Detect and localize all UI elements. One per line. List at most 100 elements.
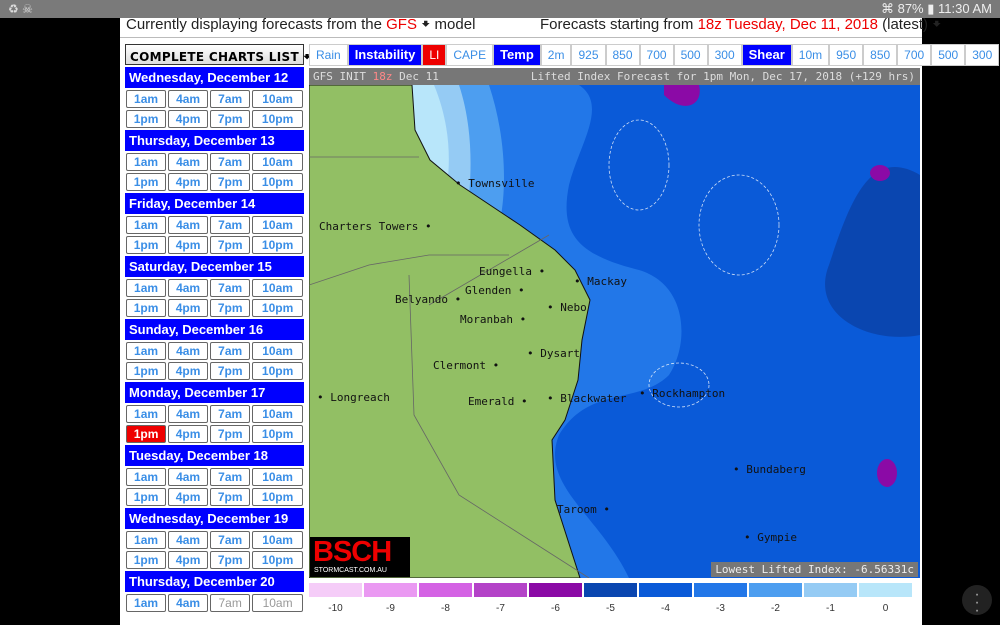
tab-950[interactable]: 950 <box>829 44 864 66</box>
tab-cape[interactable]: CAPE <box>446 44 494 66</box>
hour-button-7am[interactable]: 7am <box>210 594 251 612</box>
day-header[interactable]: Tuesday, December 18 <box>125 445 304 466</box>
hour-button-1pm[interactable]: 1pm <box>126 488 167 506</box>
day-header[interactable]: Thursday, December 20 <box>125 571 304 592</box>
hour-button-10pm[interactable]: 10pm <box>252 299 303 317</box>
tab-925[interactable]: 925 <box>571 44 606 66</box>
day-header[interactable]: Wednesday, December 12 <box>125 67 304 88</box>
hour-button-10pm[interactable]: 10pm <box>252 425 303 443</box>
day-header[interactable]: Friday, December 14 <box>125 193 304 214</box>
tab-700[interactable]: 700 <box>639 44 674 66</box>
tab-300[interactable]: 300 <box>965 44 1000 66</box>
hour-button-10am[interactable]: 10am <box>252 90 303 108</box>
hour-button-10am[interactable]: 10am <box>252 405 303 423</box>
hour-button-4am[interactable]: 4am <box>168 531 209 549</box>
hour-button-7pm[interactable]: 7pm <box>210 488 251 506</box>
hour-button-1am[interactable]: 1am <box>126 468 167 486</box>
hour-button-4pm[interactable]: 4pm <box>168 488 209 506</box>
hour-button-1am[interactable]: 1am <box>126 342 167 360</box>
hour-button-4am[interactable]: 4am <box>168 153 209 171</box>
arrow-down-icon[interactable]: 🠻 <box>421 16 431 33</box>
hour-button-1pm[interactable]: 1pm <box>126 362 167 380</box>
hour-button-10am[interactable]: 10am <box>252 531 303 549</box>
tab-300[interactable]: 300 <box>707 44 742 66</box>
tab-instability[interactable]: Instability <box>347 44 423 66</box>
arrow-down-icon[interactable]: 🠻 <box>932 16 942 33</box>
hour-button-7am[interactable]: 7am <box>210 531 251 549</box>
tab-850[interactable]: 850 <box>605 44 640 66</box>
hour-button-4pm[interactable]: 4pm <box>168 362 209 380</box>
hour-button-1am[interactable]: 1am <box>126 594 167 612</box>
hour-button-1am[interactable]: 1am <box>126 90 167 108</box>
hour-button-7am[interactable]: 7am <box>210 153 251 171</box>
hour-button-1pm[interactable]: 1pm <box>126 551 167 569</box>
hour-button-7am[interactable]: 7am <box>210 279 251 297</box>
hour-button-4pm[interactable]: 4pm <box>168 173 209 191</box>
hour-button-4am[interactable]: 4am <box>168 279 209 297</box>
hour-button-4am[interactable]: 4am <box>168 405 209 423</box>
hour-button-10am[interactable]: 10am <box>252 216 303 234</box>
hour-button-10am[interactable]: 10am <box>252 279 303 297</box>
hour-button-4am[interactable]: 4am <box>168 90 209 108</box>
tab-2m[interactable]: 2m <box>540 44 572 66</box>
day-header[interactable]: Monday, December 17 <box>125 382 304 403</box>
tab-850[interactable]: 850 <box>863 44 898 66</box>
hour-button-1pm[interactable]: 1pm <box>126 236 167 254</box>
hour-button-10am[interactable]: 10am <box>252 594 303 612</box>
more-options-button[interactable]: · · · <box>962 585 992 619</box>
hour-button-1am[interactable]: 1am <box>126 531 167 549</box>
hour-button-4am[interactable]: 4am <box>168 468 209 486</box>
hour-button-10am[interactable]: 10am <box>252 342 303 360</box>
tab-shear[interactable]: Shear <box>741 44 792 66</box>
hour-button-7am[interactable]: 7am <box>210 216 251 234</box>
hour-button-10pm[interactable]: 10pm <box>252 236 303 254</box>
hour-button-7pm[interactable]: 7pm <box>210 299 251 317</box>
hour-button-10am[interactable]: 10am <box>252 153 303 171</box>
hour-button-4am[interactable]: 4am <box>168 216 209 234</box>
hour-button-10pm[interactable]: 10pm <box>252 551 303 569</box>
hour-button-7pm[interactable]: 7pm <box>210 110 251 128</box>
hour-button-4am[interactable]: 4am <box>168 342 209 360</box>
tab-500[interactable]: 500 <box>931 44 966 66</box>
hour-button-10pm[interactable]: 10pm <box>252 362 303 380</box>
hour-button-7pm[interactable]: 7pm <box>210 551 251 569</box>
hour-button-1am[interactable]: 1am <box>126 216 167 234</box>
day-header[interactable]: Sunday, December 16 <box>125 319 304 340</box>
hour-button-10pm[interactable]: 10pm <box>252 488 303 506</box>
tab-700[interactable]: 700 <box>897 44 932 66</box>
run-select[interactable]: 18z Tuesday, Dec 11, 2018 <box>697 16 878 33</box>
hour-button-7am[interactable]: 7am <box>210 405 251 423</box>
day-header[interactable]: Wednesday, December 19 <box>125 508 304 529</box>
hour-button-4pm[interactable]: 4pm <box>168 110 209 128</box>
model-select[interactable]: GFS <box>386 16 417 33</box>
hour-button-1am[interactable]: 1am <box>126 279 167 297</box>
tab-10m[interactable]: 10m <box>791 44 830 66</box>
hour-button-7pm[interactable]: 7pm <box>210 173 251 191</box>
hour-button-4am[interactable]: 4am <box>168 594 209 612</box>
hour-button-7pm[interactable]: 7pm <box>210 236 251 254</box>
tab-temp[interactable]: Temp <box>493 44 541 66</box>
hour-button-1pm[interactable]: 1pm <box>126 110 167 128</box>
hour-button-7pm[interactable]: 7pm <box>210 425 251 443</box>
hour-button-7am[interactable]: 7am <box>210 90 251 108</box>
hour-button-7am[interactable]: 7am <box>210 342 251 360</box>
tab-li[interactable]: LI <box>422 44 447 66</box>
hour-button-4pm[interactable]: 4pm <box>168 551 209 569</box>
hour-button-7pm[interactable]: 7pm <box>210 362 251 380</box>
complete-charts-list-button[interactable]: COMPLETE CHARTS LIST 🠻 <box>125 44 311 65</box>
hour-button-1am[interactable]: 1am <box>126 153 167 171</box>
hour-button-1pm[interactable]: 1pm <box>126 299 167 317</box>
hour-button-1am[interactable]: 1am <box>126 405 167 423</box>
tab-rain[interactable]: Rain <box>309 44 348 66</box>
hour-button-4pm[interactable]: 4pm <box>168 299 209 317</box>
hour-button-10pm[interactable]: 10pm <box>252 110 303 128</box>
hour-button-4pm[interactable]: 4pm <box>168 236 209 254</box>
hour-button-4pm[interactable]: 4pm <box>168 425 209 443</box>
hour-button-1pm[interactable]: 1pm <box>126 425 167 443</box>
day-header[interactable]: Saturday, December 15 <box>125 256 304 277</box>
hour-button-10pm[interactable]: 10pm <box>252 173 303 191</box>
tab-500[interactable]: 500 <box>673 44 708 66</box>
hour-button-7am[interactable]: 7am <box>210 468 251 486</box>
day-header[interactable]: Thursday, December 13 <box>125 130 304 151</box>
hour-button-10am[interactable]: 10am <box>252 468 303 486</box>
